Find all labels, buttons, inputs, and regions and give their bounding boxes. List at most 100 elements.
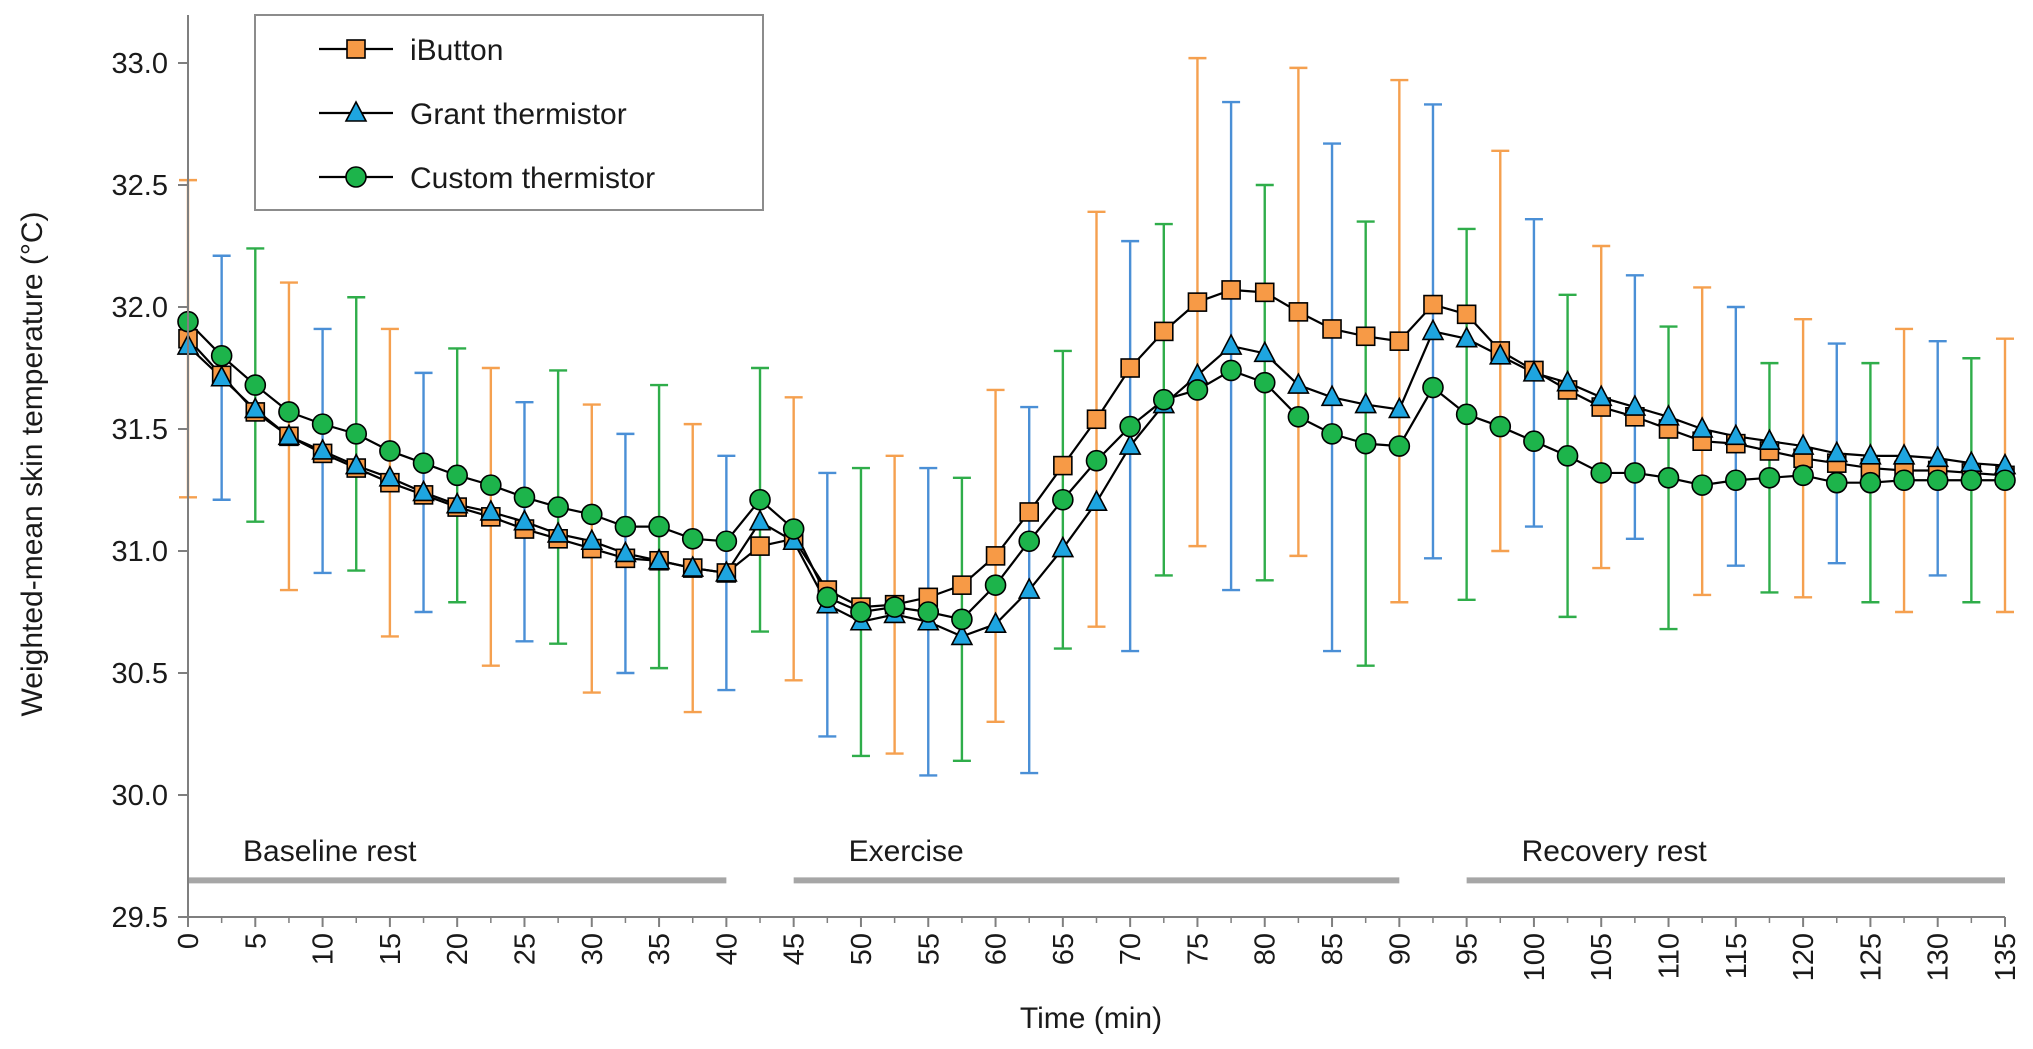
series-0-point [1456, 304, 1477, 325]
x-tick-label: 10 [308, 933, 340, 965]
series-1-point [1118, 433, 1142, 455]
phase-label: Baseline rest [243, 835, 417, 868]
series-1-point [1859, 443, 1882, 465]
series-0-point [985, 546, 1006, 566]
series-2-point [1422, 376, 1444, 399]
series-1-point [1926, 445, 1950, 468]
axes: 29.5 30.0 30.5 31.0 31.5 32.0 32.5 33.0 0 5 10 15 20… [112, 15, 2022, 981]
series-2-point [1960, 469, 1983, 492]
series-2-point [480, 474, 502, 496]
series-2-point [1758, 466, 1781, 489]
series-2-point [1556, 445, 1579, 467]
legend-marker-2 [345, 166, 367, 188]
series-1-point [445, 491, 469, 514]
series-2-point [681, 527, 704, 550]
series-2-point [917, 601, 940, 623]
series-0-point [952, 575, 972, 595]
series-0-point [1322, 319, 1342, 339]
y-tick-label: 30.0 [112, 780, 168, 812]
series-2-point [1287, 405, 1310, 428]
series-0-point [1389, 331, 1410, 351]
series-2-point [1792, 464, 1814, 487]
series-2-point [715, 530, 738, 553]
series-1-point [1589, 384, 1613, 407]
series-2-point [1354, 432, 1377, 455]
series-1-point [1287, 372, 1310, 394]
series-1-point [1421, 318, 1445, 341]
series-1-point [1488, 343, 1512, 365]
series-2-point [379, 440, 401, 462]
series-1-point [479, 499, 503, 521]
series-1-point [748, 509, 772, 531]
x-tick-label: 50 [846, 933, 878, 965]
series-2-point [446, 464, 468, 487]
series-2-point [1052, 488, 1074, 511]
series-1-point [1791, 433, 1815, 455]
series-2-point [951, 608, 973, 631]
x-tick-label: 60 [981, 933, 1013, 965]
series-2-point [1691, 474, 1713, 496]
series-1-point [277, 423, 301, 446]
series-0-point [1086, 409, 1107, 430]
series-2-point [1186, 379, 1209, 401]
series-1-point [1085, 489, 1108, 512]
series-1-point [311, 438, 334, 460]
x-tick-label: 30 [577, 933, 609, 965]
series-1-point [1051, 535, 1075, 558]
x-tick-label: 115 [1721, 933, 1753, 979]
series-1-point [715, 560, 738, 582]
series-2-point [1825, 471, 1848, 494]
y-tick-label: 31.0 [112, 536, 168, 568]
x-tick-label: 135 [1990, 933, 2022, 981]
legend-marker-0 [346, 39, 366, 59]
phase-annotations: Baseline rest Exercise Recovery rest [188, 835, 2005, 884]
series-1-point [1522, 360, 1546, 382]
series-1-point [1388, 396, 1411, 419]
series-2-point [1253, 371, 1276, 394]
phase-label: Recovery rest [1522, 835, 1708, 868]
legend: iButton Grant thermistor Custom thermistor [254, 14, 764, 211]
series-2-point [1590, 462, 1613, 484]
series-1-point [1724, 423, 1748, 446]
series-2-point [1455, 403, 1478, 426]
x-tick-label: 90 [1384, 933, 1416, 965]
y-tick-label: 31.5 [112, 414, 168, 446]
legend-marker-1 [344, 100, 368, 122]
series-0-point [1153, 321, 1174, 342]
series-2-point [1893, 469, 1915, 492]
series-2-point [1657, 466, 1680, 489]
x-tick-label: 95 [1452, 933, 1484, 965]
x-tick-label: 5 [240, 933, 272, 949]
series-1-point [1690, 416, 1714, 438]
legend-label: Custom thermistor [410, 162, 655, 195]
legend-label: iButton [410, 34, 503, 67]
x-tick-label: 65 [1048, 933, 1080, 965]
series-2-point [1523, 430, 1545, 453]
series-0-point [1019, 502, 1040, 522]
x-tick-label: 110 [1654, 933, 1686, 979]
x-tick-label: 35 [644, 933, 676, 965]
x-tick-label: 15 [375, 933, 407, 965]
series-0-point [1355, 326, 1376, 347]
x-tick-label: 120 [1788, 933, 1820, 981]
series-1-point [1219, 333, 1243, 355]
series-2-point [648, 515, 670, 538]
x-axis-title: Time (min) [1020, 1002, 1162, 1035]
series-1-point [647, 548, 671, 570]
series-1-point [546, 521, 570, 543]
series-2-point [1926, 469, 1949, 492]
series-2-point [782, 518, 805, 540]
x-tick-label: 100 [1519, 933, 1551, 981]
x-tick-label: 130 [1923, 933, 1955, 981]
series-2-point [850, 601, 872, 623]
series-0-point [1187, 292, 1208, 312]
series-0-point [1423, 294, 1443, 315]
series-2-point [1220, 359, 1242, 382]
series-1-point [1623, 394, 1647, 416]
legend-label: Grant thermistor [410, 98, 627, 131]
series-1-point [344, 452, 368, 475]
x-tick-label: 75 [1182, 933, 1214, 965]
y-tick-label: 30.5 [112, 658, 168, 690]
series-1-point [1253, 340, 1277, 363]
series-2-point [1321, 423, 1343, 445]
